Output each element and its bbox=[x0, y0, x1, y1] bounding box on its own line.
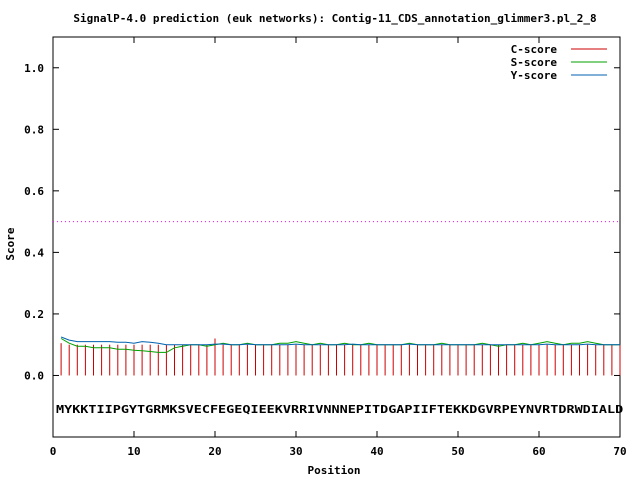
x-tick-label: 70 bbox=[613, 445, 626, 458]
y-tick-label: 0.6 bbox=[24, 185, 44, 198]
y-axis: 0.0 0.2 0.4 0.6 0.8 1.0 bbox=[24, 62, 620, 382]
x-tick-label: 10 bbox=[127, 445, 140, 458]
x-tick-label: 40 bbox=[370, 445, 383, 458]
legend-label-c-score: C-score bbox=[511, 43, 558, 56]
x-tick-label: 50 bbox=[451, 445, 464, 458]
y-tick-label: 0.4 bbox=[24, 246, 44, 259]
x-tick-label: 20 bbox=[208, 445, 221, 458]
x-tick-label: 0 bbox=[50, 445, 57, 458]
legend-label-s-score: S-score bbox=[511, 56, 558, 69]
series-layer bbox=[60, 336, 621, 376]
y-axis-label: Score bbox=[4, 227, 17, 260]
plot-frame bbox=[52, 36, 621, 438]
y-tick-label: 0.2 bbox=[24, 308, 44, 321]
chart-title: SignalP-4.0 prediction (euk networks): C… bbox=[73, 12, 596, 25]
x-axis: 0 10 20 30 40 50 60 70 bbox=[50, 37, 627, 458]
y-tick-label: 0.0 bbox=[24, 369, 44, 382]
s-score-line bbox=[60, 338, 620, 353]
x-tick-label: 60 bbox=[532, 445, 545, 458]
y-tick-label: 0.8 bbox=[24, 123, 44, 136]
y-tick-label: 1.0 bbox=[24, 62, 44, 75]
y-score-line bbox=[60, 336, 620, 346]
x-axis-label: Position bbox=[308, 464, 361, 477]
sequence-label: MYKKTIIPGYTGRMKSVECFEGEQIEEKVRRIVNNNEPIT… bbox=[56, 403, 624, 416]
legend-label-y-score: Y-score bbox=[511, 69, 558, 82]
x-tick-label: 30 bbox=[289, 445, 302, 458]
